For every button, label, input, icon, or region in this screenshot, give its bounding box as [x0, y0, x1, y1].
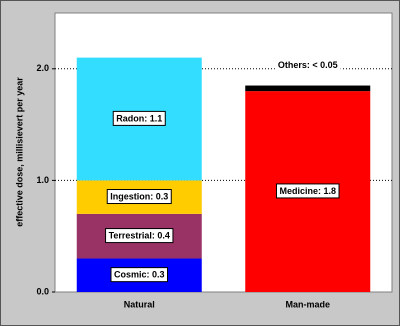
data-label: Medicine: 1.8: [279, 186, 336, 196]
data-label-box: [274, 57, 341, 72]
data-label: Terrestrial: 0.4: [109, 231, 170, 241]
bar-segment: [245, 85, 371, 92]
data-label-box: [106, 189, 172, 205]
y-tick-label: 1.0: [36, 175, 49, 185]
y-axis-label: effective dose, millisievert per year: [14, 77, 24, 227]
data-label-box: [105, 228, 174, 244]
y-tick-label: 2.0: [36, 63, 49, 73]
data-label: Radon: 1.1: [116, 113, 162, 123]
data-label: Ingestion: 0.3: [110, 192, 168, 202]
x-tick-label: Man-made: [285, 299, 330, 309]
data-label-box: [112, 110, 166, 126]
data-label-box: [275, 183, 340, 199]
data-label: Others: < 0.05: [278, 60, 338, 70]
x-tick-label: Natural: [124, 299, 155, 309]
data-label-box: [110, 267, 169, 283]
data-label: Cosmic: 0.3: [114, 270, 165, 280]
y-tick-label: 0.0: [36, 286, 49, 296]
